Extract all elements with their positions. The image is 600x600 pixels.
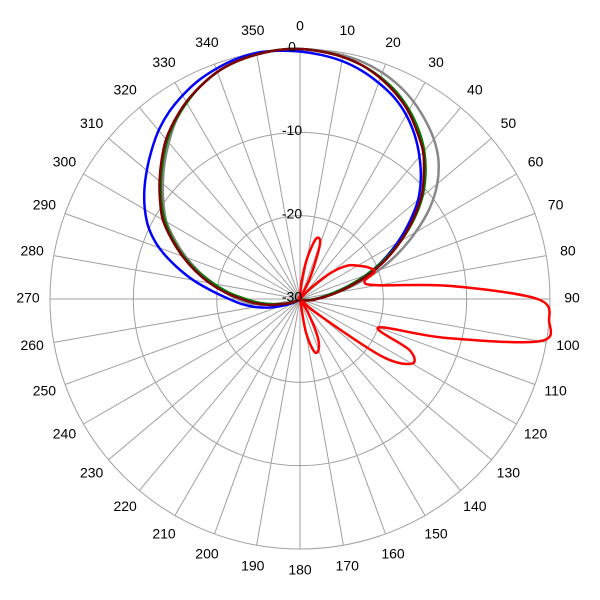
spoke bbox=[256, 298, 301, 546]
angle-label: 190 bbox=[241, 558, 265, 574]
angle-label: 330 bbox=[152, 54, 176, 70]
spoke bbox=[299, 298, 517, 425]
angle-label: 70 bbox=[548, 197, 564, 213]
spoke bbox=[83, 173, 301, 300]
angle-label: 60 bbox=[528, 154, 544, 170]
angle-label: 140 bbox=[463, 498, 487, 514]
spoke bbox=[214, 63, 301, 300]
angle-label: 220 bbox=[113, 498, 137, 514]
spoke bbox=[214, 298, 301, 535]
radial-tick-label: -10 bbox=[282, 122, 302, 138]
spoke bbox=[256, 52, 301, 300]
angle-label: 20 bbox=[385, 34, 401, 50]
spoke bbox=[299, 298, 492, 461]
spoke bbox=[138, 298, 301, 491]
angle-label: 300 bbox=[53, 154, 77, 170]
angle-label: 200 bbox=[195, 545, 219, 561]
angle-label: 10 bbox=[339, 22, 355, 38]
series-line bbox=[161, 47, 440, 307]
angle-label: 310 bbox=[80, 115, 104, 131]
angle-label: 150 bbox=[424, 525, 448, 541]
angle-label: 40 bbox=[467, 81, 483, 97]
angle-label: 120 bbox=[524, 426, 548, 442]
angle-label: 100 bbox=[556, 337, 580, 353]
angle-label: 80 bbox=[560, 242, 576, 258]
spoke bbox=[108, 137, 301, 300]
spoke bbox=[174, 298, 301, 516]
angle-label: 260 bbox=[20, 337, 44, 353]
spoke bbox=[83, 298, 301, 425]
angle-label: 130 bbox=[497, 465, 521, 481]
angle-label: 230 bbox=[80, 465, 104, 481]
angle-label: 110 bbox=[544, 383, 567, 399]
spoke bbox=[299, 298, 547, 343]
spoke bbox=[299, 173, 517, 300]
spoke bbox=[299, 298, 462, 491]
angle-label: 30 bbox=[428, 54, 444, 70]
angle-label: 160 bbox=[381, 545, 405, 561]
spoke bbox=[53, 255, 301, 300]
angle-label: 350 bbox=[241, 22, 265, 38]
spoke bbox=[174, 82, 301, 300]
radial-tick-label: 0 bbox=[288, 39, 296, 55]
spoke bbox=[64, 298, 301, 385]
angle-label: 270 bbox=[16, 290, 40, 306]
angle-label: 320 bbox=[113, 81, 137, 97]
radial-tick-label: -20 bbox=[282, 205, 302, 221]
grid-circle bbox=[216, 215, 384, 383]
angle-label: 280 bbox=[20, 242, 44, 258]
angle-label: 240 bbox=[53, 426, 77, 442]
spoke bbox=[299, 298, 536, 385]
radial-tick-label: -30 bbox=[282, 289, 302, 305]
spoke bbox=[299, 298, 386, 535]
spoke bbox=[299, 298, 426, 516]
angle-label: 50 bbox=[501, 115, 517, 131]
spoke bbox=[108, 298, 301, 461]
angle-label: 170 bbox=[336, 558, 360, 574]
angle-label: 0 bbox=[296, 18, 304, 34]
angle-label: 180 bbox=[288, 562, 312, 578]
angle-label: 340 bbox=[195, 34, 219, 50]
spoke bbox=[299, 213, 536, 300]
spoke bbox=[299, 82, 426, 300]
angle-label: 90 bbox=[564, 290, 580, 306]
angle-label: 210 bbox=[152, 525, 176, 541]
angle-label: 290 bbox=[33, 197, 57, 213]
series-line bbox=[297, 236, 553, 366]
spoke bbox=[299, 63, 386, 300]
grid-circle bbox=[132, 131, 468, 467]
angle-label: 250 bbox=[33, 383, 57, 399]
